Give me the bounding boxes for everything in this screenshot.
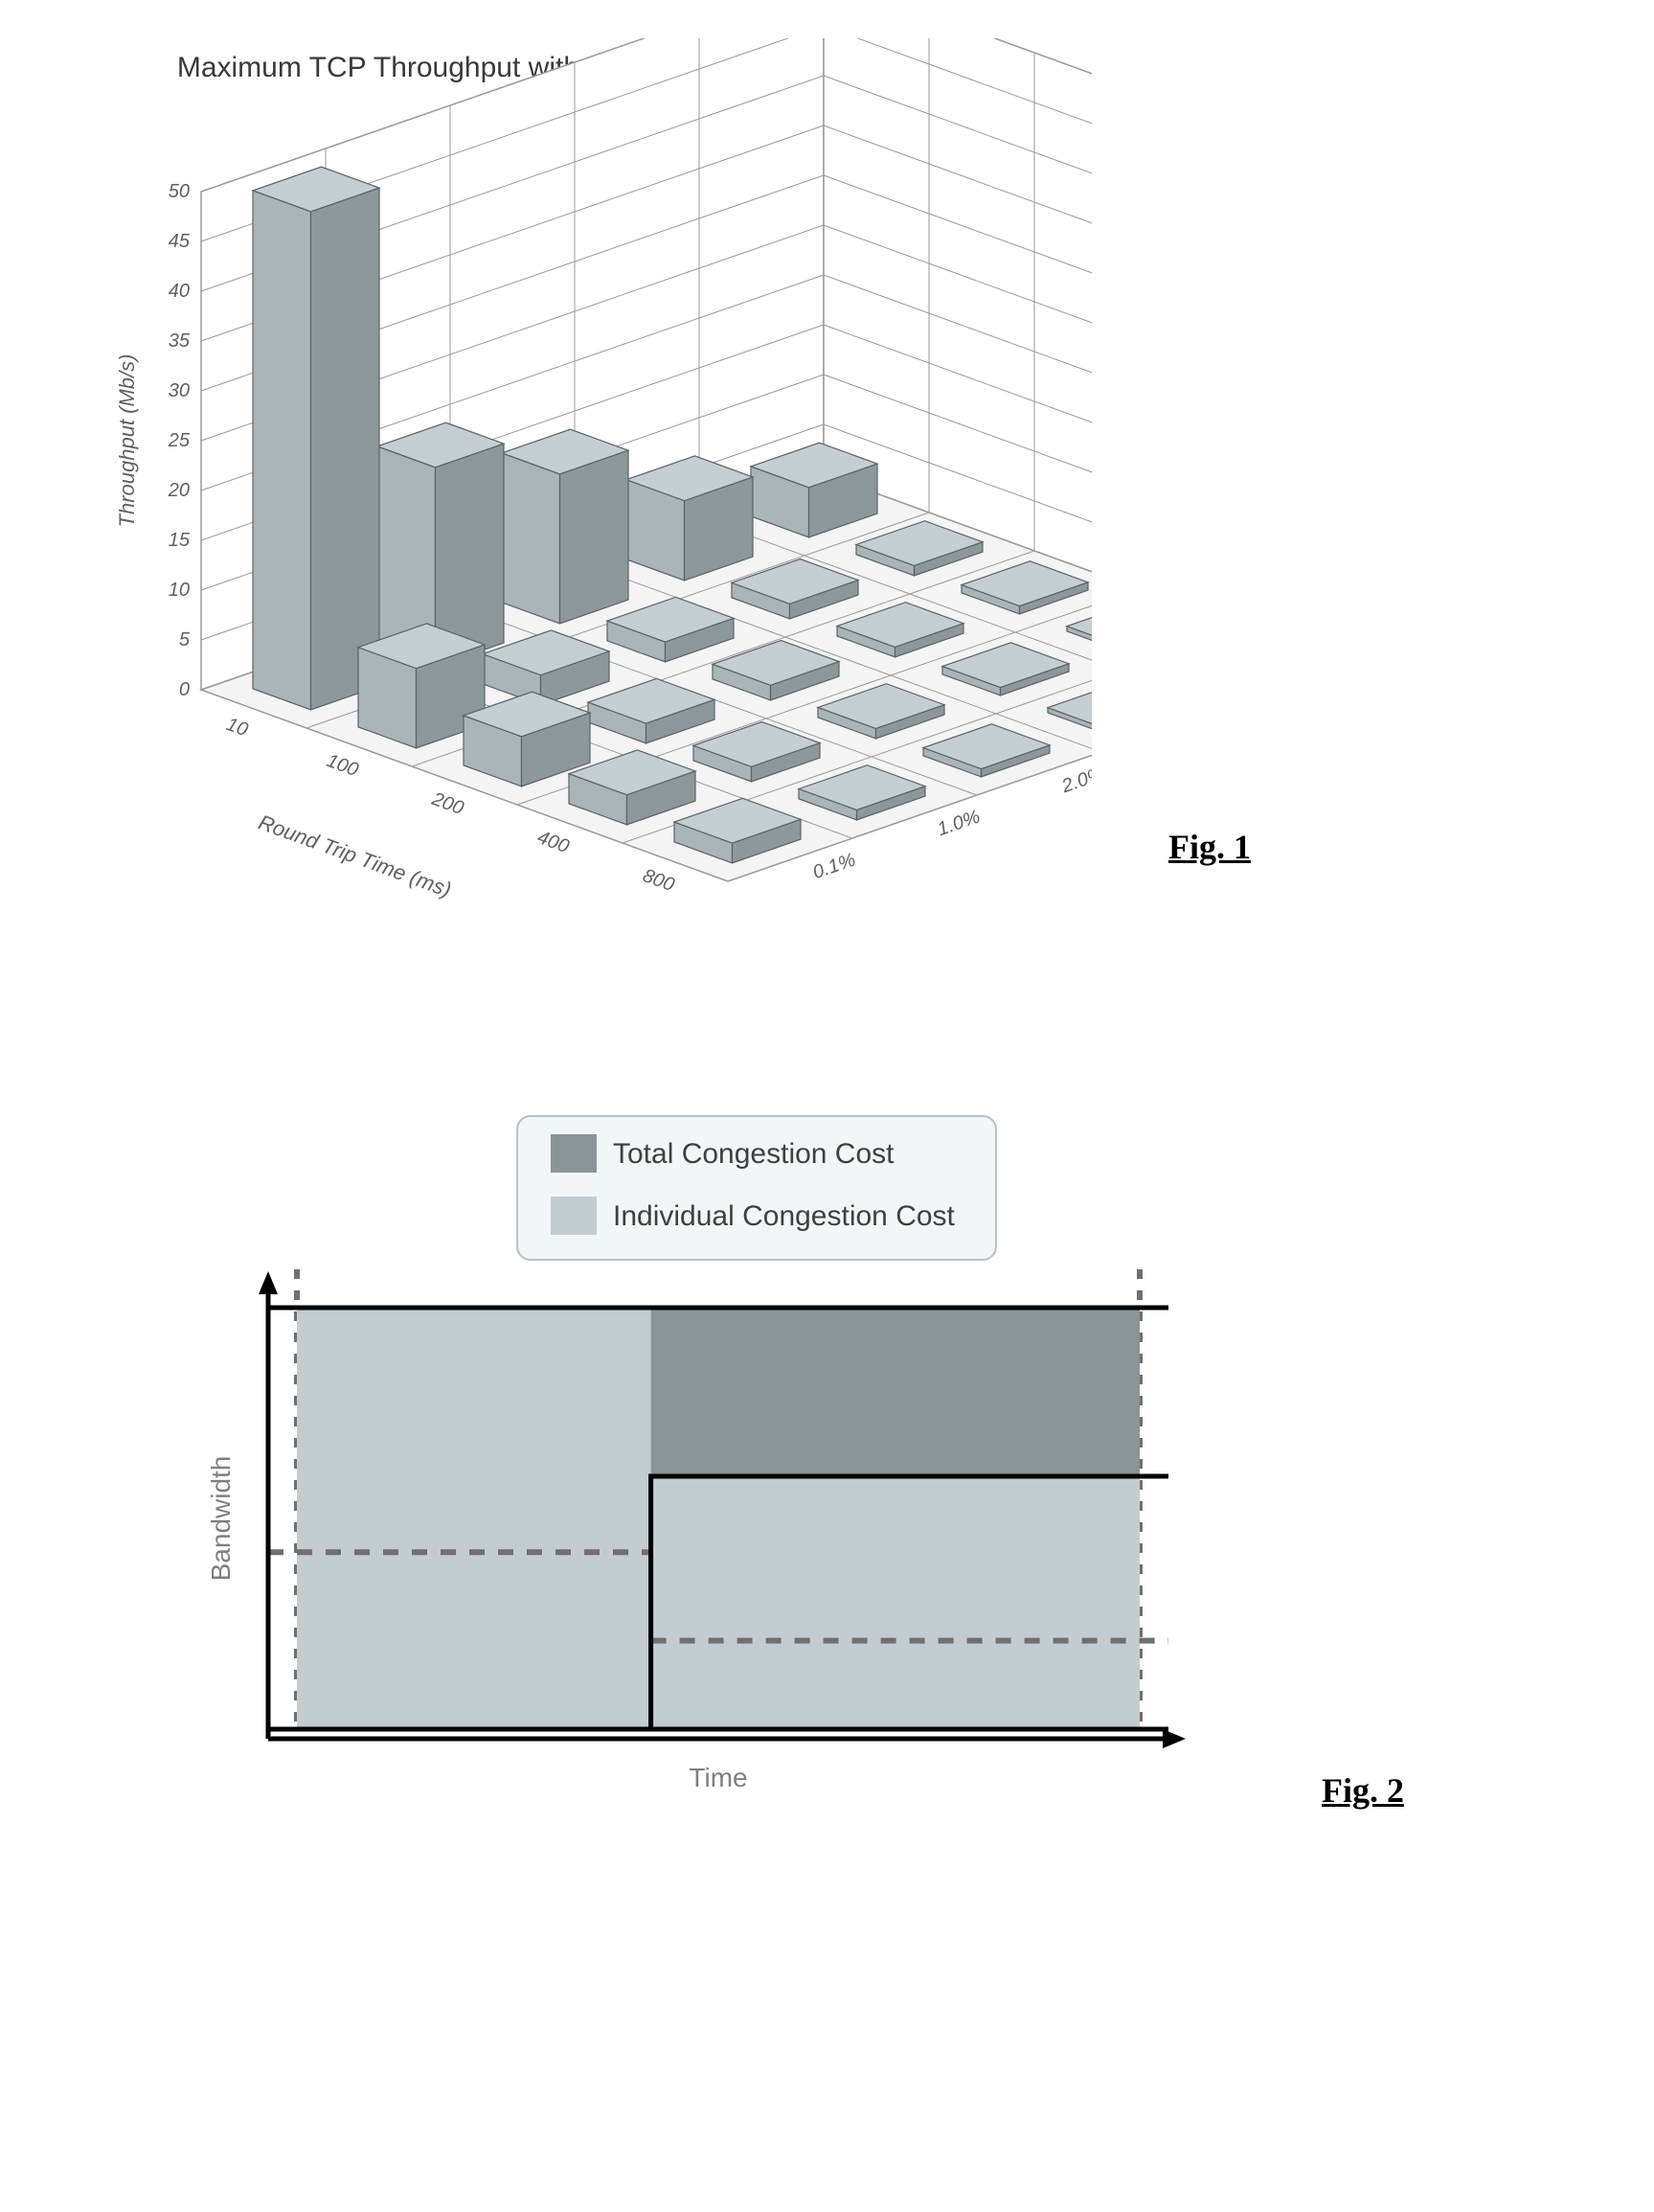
- svg-text:0.1%: 0.1%: [810, 850, 858, 884]
- svg-text:2.0%: 2.0%: [1058, 764, 1092, 798]
- svg-text:50: 50: [169, 181, 190, 202]
- svg-text:200: 200: [428, 788, 466, 819]
- svg-text:Round Trip Time (ms): Round Trip Time (ms): [256, 810, 455, 901]
- svg-text:Bandwidth: Bandwidth: [206, 1456, 236, 1582]
- svg-text:40: 40: [169, 281, 190, 302]
- svg-text:25: 25: [168, 430, 191, 451]
- svg-text:5: 5: [179, 629, 191, 650]
- svg-text:0: 0: [179, 679, 190, 700]
- chart-area-svg: Total Congestion Cost Individual Congesti…: [192, 1097, 1245, 1844]
- svg-text:400: 400: [534, 827, 572, 857]
- figure-2-row: Total Congestion Cost Individual Congesti…: [38, 1097, 1616, 1849]
- svg-text:Total Congestion Cost: Total Congestion Cost: [613, 1138, 895, 1170]
- figure-2-caption: Fig. 2: [1322, 1770, 1404, 1811]
- svg-text:Throughput (Mb/s): Throughput (Mb/s): [115, 354, 139, 528]
- svg-text:45: 45: [169, 231, 191, 252]
- svg-text:15: 15: [169, 530, 191, 551]
- svg-text:20: 20: [168, 480, 190, 501]
- svg-text:10: 10: [169, 580, 190, 601]
- figure-2-chart: Total Congestion Cost Individual Congesti…: [192, 1097, 1245, 1849]
- chart-3d-svg: Maximum TCP Throughput with Increasing N…: [38, 38, 1092, 901]
- svg-text:Time: Time: [689, 1763, 747, 1792]
- svg-text:10: 10: [223, 714, 250, 741]
- svg-text:100: 100: [324, 750, 361, 781]
- svg-text:1.0%: 1.0%: [935, 807, 983, 841]
- svg-text:800: 800: [640, 865, 677, 896]
- svg-text:30: 30: [169, 380, 190, 401]
- svg-text:Individual Congestion Cost: Individual Congestion Cost: [613, 1200, 956, 1232]
- figure-1-chart: Maximum TCP Throughput with Increasing N…: [38, 38, 1092, 905]
- figure-1-row: Maximum TCP Throughput with Increasing N…: [38, 38, 1616, 905]
- figure-1-caption: Fig. 1: [1168, 827, 1251, 867]
- svg-text:35: 35: [169, 331, 191, 352]
